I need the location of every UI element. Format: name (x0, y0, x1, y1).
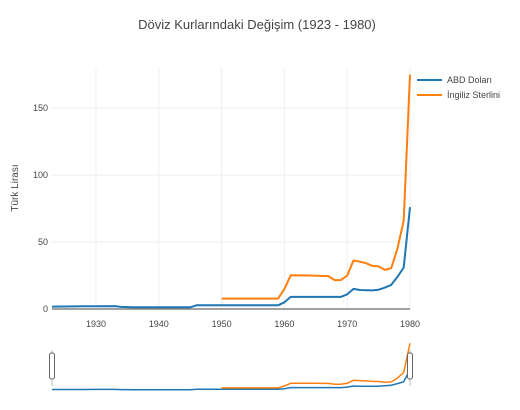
range-slider-series-line (52, 369, 411, 391)
range-slider-series-line (221, 343, 411, 389)
range-slider-left-handle[interactable] (49, 350, 55, 386)
range-slider-grip[interactable] (49, 352, 55, 380)
y-tick-label: 0 (43, 304, 48, 314)
x-tick-labels: 1930 1940 1950 1960 1970 1980 (86, 319, 420, 329)
series-lines (51, 74, 411, 309)
chart-title: Döviz Kurlarındaki Değişim (1923 - 1980) (138, 17, 376, 32)
x-tick-label: 1980 (400, 319, 420, 329)
x-tick-label: 1960 (274, 319, 294, 329)
legend: ABD Doları İngiliz Sterlini (417, 75, 500, 100)
x-tick-label: 1970 (337, 319, 357, 329)
x-tick-label: 1940 (149, 319, 169, 329)
range-slider-background (52, 342, 410, 390)
y-gridlines (52, 107, 410, 243)
range-slider-right-handle[interactable] (407, 350, 413, 386)
x-tick-label: 1930 (86, 319, 106, 329)
x-gridlines (95, 68, 411, 309)
legend-label: ABD Doları (447, 75, 492, 85)
y-axis-label: Türk Lirası (10, 164, 21, 211)
y-tick-label: 100 (33, 170, 48, 180)
legend-label: İngiliz Sterlini (447, 90, 500, 100)
y-tick-labels: 0 50 100 150 (33, 103, 48, 314)
range-slider[interactable] (49, 342, 413, 391)
y-tick-label: 50 (38, 237, 48, 247)
x-tick-label: 1950 (212, 319, 232, 329)
y-tick-label: 150 (33, 103, 48, 113)
series-line (221, 74, 411, 300)
series-line (51, 207, 411, 309)
range-slider-grip[interactable] (407, 352, 413, 380)
